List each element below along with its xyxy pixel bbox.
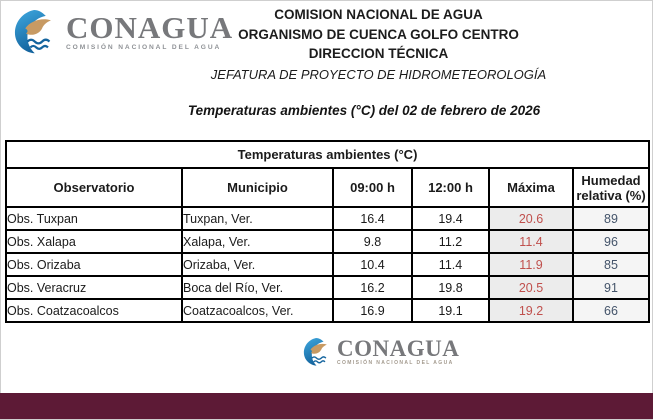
cell-1200: 19.4 <box>411 206 490 231</box>
org-line-comision: COMISION NACIONAL DE AGUA <box>274 7 483 22</box>
cell-municipio: Coatzacoalcos, Ver. <box>181 298 334 323</box>
cell-municipio: Orizaba, Ver. <box>181 252 334 277</box>
cell-1200: 19.8 <box>411 275 490 300</box>
cell-observatorio: Obs. Xalapa <box>5 229 183 254</box>
cell-observatorio: Obs. Veracruz <box>5 275 183 300</box>
cell-humedad: 66 <box>571 298 651 323</box>
table-caption: Temperaturas ambientes (°C) <box>4 140 651 169</box>
conagua-water-swirl-icon <box>303 337 327 366</box>
logo-subtitle: COMISIÓN NACIONAL DEL AGUA <box>66 44 222 51</box>
temperature-table: Temperaturas ambientes (°C) Observatorio… <box>4 140 651 323</box>
cell-observatorio: Obs. Tuxpan <box>5 206 183 231</box>
cell-0900: 16.2 <box>332 275 413 300</box>
cell-0900: 16.9 <box>332 298 413 323</box>
org-line-jefatura: JEFATURA DE PROYECTO DE HIDROMETEOROLOGÍ… <box>210 66 547 82</box>
logo-text-block: CONAGUA COMISIÓN NACIONAL DEL AGUA <box>66 10 234 51</box>
cell-1200: 11.2 <box>411 229 490 254</box>
footer-bar <box>0 393 653 419</box>
table-row-veracruz: Obs. Veracruz Boca del Río, Ver. 16.2 19… <box>5 275 651 300</box>
cell-1200: 19.1 <box>411 298 490 323</box>
logo-wordmark: CONAGUA <box>337 336 460 361</box>
cell-observatorio: Obs. Coatzacoalcos <box>5 298 183 323</box>
col-header-observatorio: Observatorio <box>5 167 183 208</box>
cell-maxima: 11.4 <box>488 229 574 254</box>
table-row-tuxpan: Obs. Tuxpan Tuxpan, Ver. 16.4 19.4 20.6 … <box>5 206 651 231</box>
cell-0900: 9.8 <box>332 229 413 254</box>
cell-1200: 11.4 <box>411 252 490 277</box>
org-line-organismo: ORGANISMO DE CUENCA GOLFO CENTRO <box>238 26 519 42</box>
cell-municipio: Boca del Río, Ver. <box>181 275 334 300</box>
cell-humedad: 85 <box>571 252 651 277</box>
cell-municipio: Xalapa, Ver. <box>181 229 334 254</box>
report-title: Temperaturas ambientes (°C) del 02 de fe… <box>187 103 541 118</box>
conagua-logo-bottom: CONAGUA COMISIÓN NACIONAL DEL AGUA <box>302 335 459 369</box>
org-line-direccion: DIRECCION TÉCNICA <box>308 46 449 61</box>
table-row-xalapa: Obs. Xalapa Xalapa, Ver. 9.8 11.2 11.4 9… <box>5 229 651 254</box>
col-header-maxima: Máxima <box>488 167 574 208</box>
cell-maxima: 19.2 <box>488 298 574 323</box>
cell-0900: 10.4 <box>332 252 413 277</box>
cell-humedad: 91 <box>571 275 651 300</box>
conagua-logo-top: CONAGUA COMISIÓN NACIONAL DEL AGUA <box>12 7 233 57</box>
conagua-water-swirl-icon <box>14 9 51 54</box>
col-header-humedad: Humedad relativa (%) <box>571 167 651 208</box>
cell-humedad: 89 <box>571 206 651 231</box>
cell-maxima: 11.9 <box>488 252 574 277</box>
table-row-orizaba: Obs. Orizaba Orizaba, Ver. 10.4 11.4 11.… <box>5 252 651 277</box>
cell-observatorio: Obs. Orizaba <box>5 252 183 277</box>
table-header-row: Observatorio Municipio 09:00 h 12:00 h M… <box>5 167 651 208</box>
cell-maxima: 20.6 <box>488 206 574 231</box>
cell-humedad: 96 <box>571 229 651 254</box>
col-header-municipio: Municipio <box>181 167 334 208</box>
cell-municipio: Tuxpan, Ver. <box>181 206 334 231</box>
col-header-0900: 09:00 h <box>332 167 413 208</box>
table-caption-row: Temperaturas ambientes (°C) <box>4 140 651 169</box>
org-header: COMISION NACIONAL DE AGUA ORGANISMO DE C… <box>118 5 639 84</box>
col-header-1200: 12:00 h <box>411 167 490 208</box>
cell-maxima: 20.5 <box>488 275 574 300</box>
logo-text-block: CONAGUA COMISIÓN NACIONAL DEL AGUA <box>337 336 460 366</box>
cell-0900: 16.4 <box>332 206 413 231</box>
logo-subtitle: COMISIÓN NACIONAL DEL AGUA <box>337 360 454 366</box>
table-row-coatzacoalcos: Obs. Coatzacoalcos Coatzacoalcos, Ver. 1… <box>5 298 651 323</box>
logo-wordmark: CONAGUA <box>66 10 234 45</box>
